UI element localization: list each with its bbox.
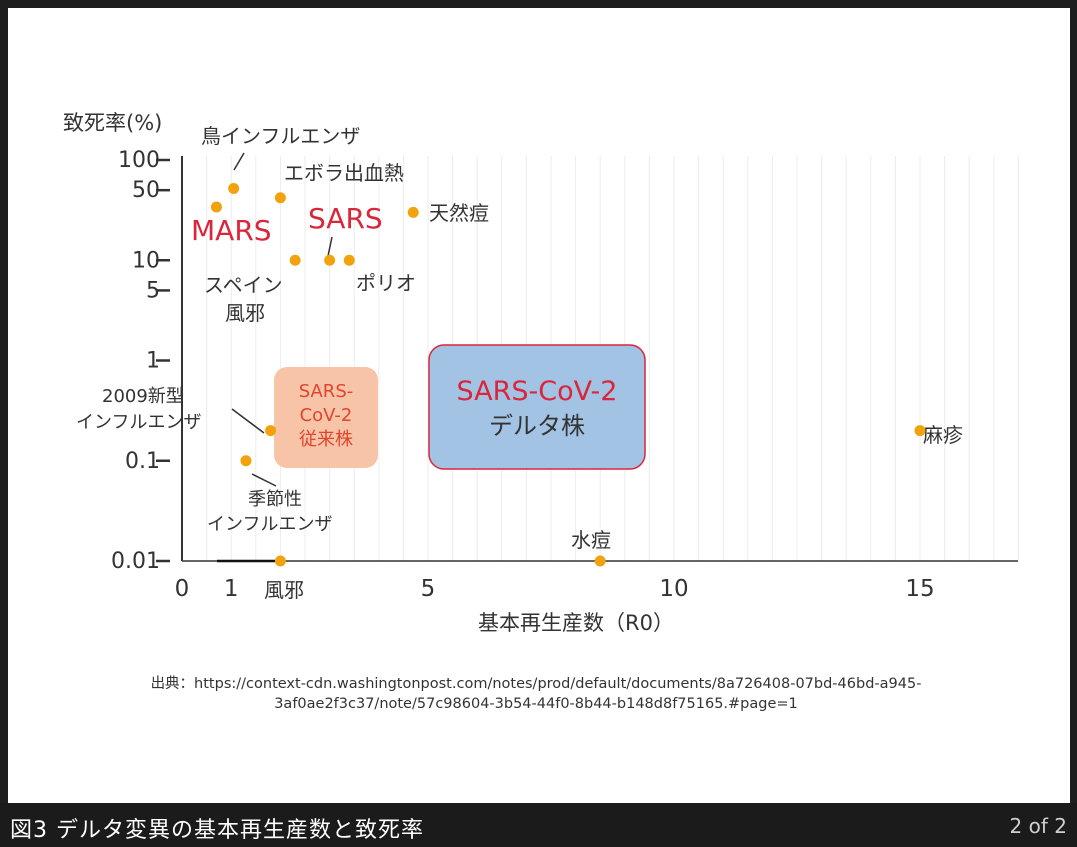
label-spanish-flu-1: スペイン xyxy=(204,273,283,297)
y-axis-label: 致死率(%) xyxy=(63,111,162,135)
label-bird-flu: 鳥インフルエンザ xyxy=(201,124,360,148)
box-original-strain: SARS- CoV-2 従来株 xyxy=(274,367,378,468)
x-tick-label: 10 xyxy=(659,576,688,602)
x-tick-label: 15 xyxy=(905,576,934,602)
y-tick-label: 100 xyxy=(118,148,160,173)
label-seasonal-2: インフルエンザ xyxy=(207,514,332,535)
y-tick-label: 1 xyxy=(146,349,160,374)
point-labels: 鳥インフルエンザ エボラ出血熱 MARS SARS 天然痘 スペイン 風邪 ポリ… xyxy=(76,124,963,602)
label-spanish-flu-2: 風邪 xyxy=(225,301,265,325)
box-original-line-3: 従来株 xyxy=(299,429,353,450)
label-seasonal-1: 季節性 xyxy=(248,489,302,510)
figure-caption: 図3 デルタ変異の基本再生産数と致死率 xyxy=(10,818,424,843)
data-points xyxy=(210,182,926,567)
label-cold: 風邪 xyxy=(264,578,304,602)
flu2009-leader xyxy=(231,408,265,434)
data-point xyxy=(914,425,926,437)
x-axis-label: 基本再生産数（R0） xyxy=(478,611,674,635)
x-tick-label: 5 xyxy=(421,576,436,602)
source-line-1: 出典：https://context-cdn.washingtonpost.co… xyxy=(151,675,922,692)
bird-flu-leader xyxy=(233,152,245,171)
data-point xyxy=(265,425,277,437)
y-tick-label: 0.1 xyxy=(125,449,160,474)
box-delta-line-1: SARS-CoV-2 xyxy=(457,376,618,407)
label-flu2009-1: 2009新型 xyxy=(102,386,184,407)
label-flu2009-2: インフルエンザ xyxy=(76,412,201,433)
label-measles: 麻疹 xyxy=(923,423,963,447)
page-counter: 2 of 2 xyxy=(1009,814,1067,838)
data-point xyxy=(324,254,336,266)
x-tick-label: 0 xyxy=(175,576,190,602)
axes: 致死率(%) 基本再生産数（R0） xyxy=(63,111,1018,635)
label-chickenpox: 水痘 xyxy=(571,528,611,552)
lightbox-caption-bar xyxy=(0,803,1077,847)
seasonal-leader xyxy=(251,473,277,487)
data-point xyxy=(210,201,222,213)
label-ebola: エボラ出血熱 xyxy=(284,161,404,185)
data-point xyxy=(343,254,355,266)
data-point xyxy=(289,254,301,266)
y-tick-label: 10 xyxy=(132,248,160,273)
lightbox-image-frame: 致死率(%) 基本再生産数（R0） 100 50 10 5 1 0.1 0.01 0 1 5 10 1… xyxy=(8,8,1070,803)
box-delta-line-2: デルタ株 xyxy=(489,412,585,440)
sars-leader xyxy=(327,236,333,257)
x-tick-label: 1 xyxy=(224,576,239,602)
data-point xyxy=(407,206,419,218)
box-original-background xyxy=(274,367,378,468)
source-line-2: 3af0ae2f3c37/note/57c98604-3b54-44f0-8b4… xyxy=(274,696,798,712)
data-point xyxy=(274,555,286,567)
box-original-line-2: CoV-2 xyxy=(300,405,353,426)
label-polio: ポリオ xyxy=(356,271,416,295)
label-smallpox: 天然痘 xyxy=(429,201,489,225)
data-point xyxy=(240,455,252,467)
y-tick-label: 50 xyxy=(132,178,160,203)
box-delta-background xyxy=(428,344,646,470)
y-tick-label: 5 xyxy=(146,278,160,303)
box-delta-strain: SARS-CoV-2 デルタ株 xyxy=(428,344,646,470)
annotation-lines xyxy=(231,152,333,487)
data-point xyxy=(228,182,240,194)
y-tick-label: 0.01 xyxy=(111,549,160,574)
label-sars: SARS xyxy=(308,202,383,235)
box-original-line-1: SARS- xyxy=(299,381,354,402)
data-point xyxy=(594,555,606,567)
data-point xyxy=(274,192,286,204)
label-mars: MARS xyxy=(191,214,272,247)
